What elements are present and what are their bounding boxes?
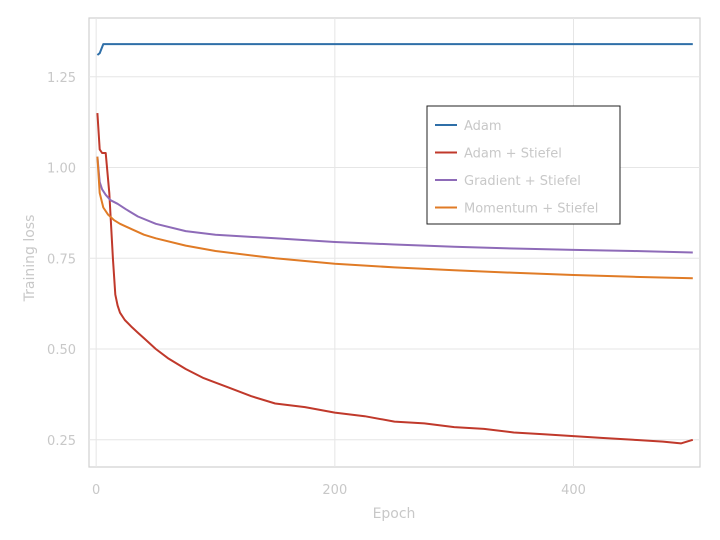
legend: Adam Adam + Stiefel Gradient + Stiefel Mome… [426, 105, 621, 225]
y-tick-label: 0.25 [47, 434, 76, 449]
grid [89, 18, 700, 467]
axis-ticks: 0 200 400 0.25 0.50 0.75 1.00 1.25 [47, 71, 586, 498]
x-tick-label: 400 [561, 483, 586, 498]
x-axis-title: Epoch [373, 506, 416, 522]
x-tick-label: 0 [92, 483, 100, 498]
series-line-momentum-stiefel [96, 156, 693, 280]
legend-label: Gradient + Stiefel [464, 174, 581, 189]
series-line-adam-stiefel [96, 113, 694, 445]
series-line-gradient-stiefel [96, 156, 693, 254]
series-line-adam [96, 43, 693, 56]
y-tick-label: 0.50 [47, 343, 76, 358]
plot-frame [88, 17, 701, 468]
legend-box [426, 105, 621, 225]
y-axis-title: Training loss [22, 215, 38, 303]
series-lines [96, 43, 694, 445]
legend-label: Adam [464, 119, 502, 134]
y-tick-label: 1.00 [47, 162, 76, 177]
y-tick-label: 0.75 [47, 252, 76, 267]
legend-label: Adam + Stiefel [464, 147, 562, 162]
y-tick-label: 1.25 [47, 71, 76, 86]
legend-label: Momentum + Stiefel [464, 202, 598, 217]
x-tick-label: 200 [322, 483, 347, 498]
